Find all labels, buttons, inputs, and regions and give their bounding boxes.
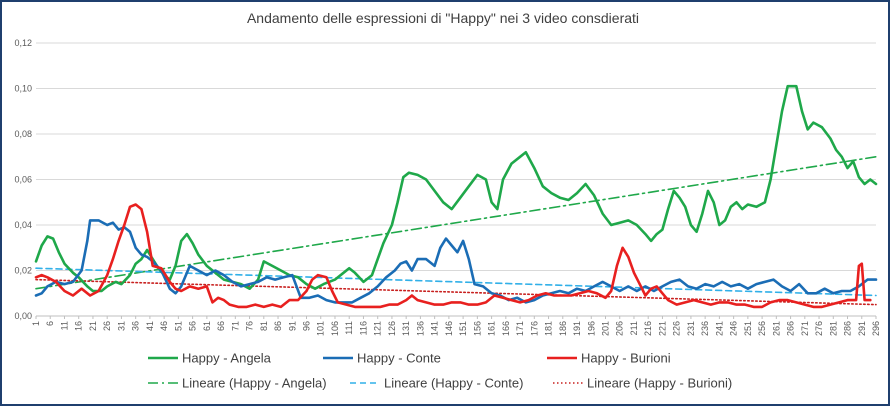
x-tick-label: 101 xyxy=(316,321,326,336)
series-conte xyxy=(34,219,878,304)
x-tick-label: 216 xyxy=(643,321,653,336)
x-tick-label: 116 xyxy=(358,321,368,335)
trendline-conte xyxy=(35,267,877,297)
x-tick-label: 231 xyxy=(686,321,696,336)
x-tick-label: 221 xyxy=(657,321,667,336)
x-tick-label: 246 xyxy=(729,321,739,336)
x-tick-label: 21 xyxy=(88,321,98,331)
x-tick-label: 266 xyxy=(786,321,796,336)
trendline-burioni xyxy=(35,278,877,306)
x-tick-label: 16 xyxy=(74,321,84,331)
y-tick-label: 0,00 xyxy=(14,311,32,321)
x-tick-label: 66 xyxy=(216,321,226,331)
legend: Happy - Angela Happy - Conte Happy - Bur… xyxy=(148,351,732,391)
x-tick-label: 281 xyxy=(828,321,838,336)
x-tick-label: 171 xyxy=(515,321,525,336)
x-tick-label: 236 xyxy=(700,321,710,336)
x-tick-label: 186 xyxy=(558,321,568,336)
x-tick-label: 136 xyxy=(415,321,425,336)
x-tick-label: 276 xyxy=(814,321,824,336)
chart-title: Andamento delle espressioni di "Happy" n… xyxy=(246,10,640,26)
x-tick-label: 121 xyxy=(373,321,383,336)
x-tick-label: 151 xyxy=(458,321,468,336)
y-tick-label: 0,02 xyxy=(14,266,32,276)
x-tick-label: 11 xyxy=(59,321,69,330)
x-tick-label: 36 xyxy=(131,321,141,331)
x-tick-label: 76 xyxy=(245,321,255,331)
y-tick-label: 0,08 xyxy=(14,129,32,139)
x-tick-label: 206 xyxy=(615,321,625,336)
x-tick-label: 131 xyxy=(401,321,411,336)
x-tick-label: 176 xyxy=(529,321,539,336)
x-tick-label: 46 xyxy=(159,321,169,331)
x-tick-label: 56 xyxy=(188,321,198,331)
x-tick-label: 156 xyxy=(472,321,482,336)
x-axis: 1 6 11 16 21 26 31 36 41 46 51 56 61 66 71 76 81 86 91 96 10… xyxy=(31,316,881,336)
legend-label-trend-conte: Lineare (Happy - Conte) xyxy=(384,376,523,391)
x-tick-label: 1 xyxy=(31,321,41,326)
x-tick-label: 261 xyxy=(771,321,781,336)
x-tick-label: 226 xyxy=(672,321,682,336)
plot-area xyxy=(34,84,878,309)
x-tick-label: 31 xyxy=(116,321,126,331)
legend-label-angela: Happy - Angela xyxy=(182,351,272,366)
legend-label-conte: Happy - Conte xyxy=(357,351,441,366)
x-tick-label: 291 xyxy=(857,321,867,336)
x-tick-label: 161 xyxy=(487,321,497,336)
legend-label-burioni: Happy - Burioni xyxy=(581,351,671,366)
y-tick-label: 0,10 xyxy=(14,84,32,94)
x-tick-label: 126 xyxy=(387,321,397,336)
x-tick-label: 6 xyxy=(45,321,55,326)
x-tick-label: 271 xyxy=(800,321,810,336)
x-tick-label: 251 xyxy=(743,321,753,336)
y-tick-label: 0,04 xyxy=(14,220,32,230)
series-burioni xyxy=(34,203,872,309)
x-tick-label: 146 xyxy=(444,321,454,336)
x-tick-label: 286 xyxy=(843,321,853,336)
x-tick-label: 211 xyxy=(629,321,639,335)
x-tick-label: 111 xyxy=(344,321,354,335)
x-tick-label: 41 xyxy=(145,321,155,331)
y-tick-label: 0,12 xyxy=(14,38,32,48)
x-tick-label: 201 xyxy=(600,321,610,336)
x-tick-label: 141 xyxy=(430,321,440,336)
x-tick-label: 241 xyxy=(714,321,724,336)
x-tick-label: 96 xyxy=(302,321,312,331)
series-angela xyxy=(34,84,878,293)
x-tick-label: 71 xyxy=(230,321,240,331)
x-tick-label: 106 xyxy=(330,321,340,336)
x-tick-label: 61 xyxy=(202,321,212,331)
x-tick-label: 81 xyxy=(259,321,269,331)
x-tick-label: 51 xyxy=(173,321,183,331)
x-tick-label: 256 xyxy=(757,321,767,336)
x-tick-label: 191 xyxy=(572,321,582,336)
x-tick-label: 26 xyxy=(102,321,112,331)
x-tick-label: 91 xyxy=(287,321,297,331)
y-tick-label: 0,06 xyxy=(14,175,32,185)
x-tick-label: 86 xyxy=(273,321,283,331)
x-tick-label: 166 xyxy=(501,321,511,336)
x-tick-label: 196 xyxy=(586,321,596,336)
x-tick-label: 296 xyxy=(871,321,881,336)
legend-label-trend-angela: Lineare (Happy - Angela) xyxy=(182,376,327,391)
legend-label-trend-burioni: Lineare (Happy - Burioni) xyxy=(587,376,732,391)
y-axis: 0,00 0,02 0,04 0,06 0,08 0,10 0,12 xyxy=(14,38,32,321)
x-tick-label: 181 xyxy=(544,321,554,336)
